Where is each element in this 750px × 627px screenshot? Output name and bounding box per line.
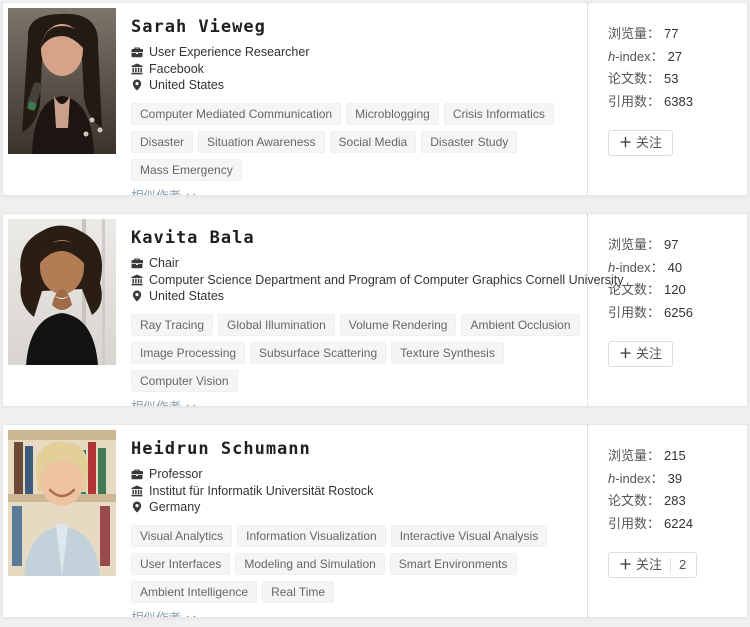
- stat-hindex: h-index： 27: [608, 48, 683, 64]
- keyword-tag[interactable]: Social Media: [329, 130, 417, 153]
- keyword-tag[interactable]: Interactive Visual Analysis: [390, 524, 548, 547]
- chevron-down-icon: [186, 192, 196, 195]
- follow-button[interactable]: ＋ 关注: [608, 341, 674, 367]
- stat-views: 浏览量： 77: [608, 26, 679, 41]
- keyword-tags: Computer Mediated Communication Microblog…: [131, 102, 596, 187]
- chevron-down-icon: [186, 403, 196, 406]
- keyword-tag[interactable]: Volume Rendering: [339, 313, 457, 336]
- portrait-kavita-bala: [8, 219, 116, 365]
- researcher-card: Sarah Vieweg User Experience Researcher …: [2, 2, 748, 196]
- similar-authors-toggle[interactable]: 相似作者: [131, 399, 196, 406]
- stat-hindex: h-index： 39: [608, 470, 683, 486]
- location-row: United States: [131, 288, 577, 305]
- researcher-info: Heidrun Schumann Professor Institut für …: [116, 425, 587, 617]
- keyword-tag[interactable]: User Interfaces: [131, 552, 231, 575]
- location-row: Germany: [131, 499, 577, 516]
- location-text: United States: [149, 78, 225, 92]
- portrait-sarah-vieweg: [8, 8, 116, 154]
- researcher-info: Kavita Bala Chair Computer Science Depar…: [116, 214, 624, 406]
- location-pin-icon: [132, 79, 142, 91]
- affiliation-row: Computer Science Department and Program …: [131, 272, 624, 289]
- keyword-tag[interactable]: Smart Environments: [389, 552, 517, 575]
- stat-citations: 引用数： 6383: [608, 93, 693, 109]
- institution-icon: [131, 274, 143, 286]
- briefcase-icon: [131, 469, 143, 480]
- researcher-photo[interactable]: [8, 430, 116, 576]
- affiliation-row: Institut für Informatik Universität Rost…: [131, 483, 577, 500]
- affiliation-row: Facebook: [131, 61, 577, 78]
- stat-papers: 论文数： 120: [608, 282, 686, 297]
- follow-button[interactable]: ＋ 关注: [608, 130, 674, 156]
- keyword-tag[interactable]: Information Visualization: [237, 524, 386, 547]
- keyword-tag[interactable]: Texture Synthesis: [391, 341, 504, 364]
- keyword-tag[interactable]: Ambient Occlusion: [461, 313, 580, 336]
- stat-citations: 引用数： 6224: [608, 515, 693, 531]
- similar-authors-toggle[interactable]: 相似作者: [131, 188, 196, 195]
- keyword-tag[interactable]: Image Processing: [131, 341, 246, 364]
- affiliation-text: Institut für Informatik Universität Rost…: [149, 483, 374, 498]
- keyword-tags: Visual Analytics Information Visualizatio…: [131, 524, 596, 609]
- keyword-tag[interactable]: Mass Emergency: [131, 158, 242, 181]
- briefcase-icon: [131, 258, 143, 269]
- researcher-name[interactable]: Heidrun Schumann: [131, 439, 311, 459]
- keyword-tag[interactable]: Ambient Intelligence: [131, 580, 258, 603]
- position-row: Chair: [131, 255, 577, 272]
- stats-panel: 浏览量： 97 h-index： 40 论文数： 120 引用数： 6256 ＋ 关注: [587, 214, 747, 406]
- researcher-photo[interactable]: [8, 8, 116, 154]
- position-text: User Experience Researcher: [149, 45, 310, 59]
- plus-icon: ＋: [619, 346, 633, 361]
- briefcase-icon: [131, 47, 143, 58]
- stats-panel: 浏览量： 215 h-index： 39 论文数： 283 引用数： 6224 ＋ 关注…: [587, 425, 747, 617]
- keyword-tag[interactable]: Subsurface Scattering: [250, 341, 387, 364]
- stat-papers: 论文数： 53: [608, 71, 679, 86]
- researcher-info: Sarah Vieweg User Experience Researcher …: [116, 3, 587, 195]
- location-text: United States: [149, 289, 225, 303]
- follow-count-divider: [670, 557, 672, 573]
- keyword-tag[interactable]: Crisis Informatics: [443, 102, 554, 125]
- plus-icon: ＋: [619, 557, 633, 572]
- keyword-tag[interactable]: Computer Vision: [131, 369, 238, 392]
- institution-icon: [131, 485, 143, 497]
- follow-button[interactable]: ＋ 关注 2: [608, 552, 698, 578]
- researcher-name[interactable]: Kavita Bala: [131, 228, 255, 248]
- keyword-tag[interactable]: Ray Tracing: [131, 313, 214, 336]
- affiliation-text: Facebook: [149, 61, 204, 76]
- keyword-tags: Ray Tracing Global Illumination Volume Ren…: [131, 313, 596, 398]
- keyword-tag[interactable]: Disaster: [131, 130, 194, 153]
- keyword-tag[interactable]: Real Time: [262, 580, 335, 603]
- location-row: United States: [131, 77, 577, 94]
- researcher-card: Kavita Bala Chair Computer Science Depar…: [2, 213, 748, 407]
- keyword-tag[interactable]: Computer Mediated Communication: [131, 102, 342, 125]
- keyword-tag[interactable]: Disaster Study: [421, 130, 518, 153]
- plus-icon: ＋: [619, 135, 633, 150]
- position-text: Chair: [149, 256, 179, 270]
- position-text: Professor: [149, 467, 203, 481]
- location-text: Germany: [149, 500, 201, 514]
- location-pin-icon: [132, 501, 142, 513]
- position-row: User Experience Researcher: [131, 44, 577, 61]
- stat-views: 浏览量： 215: [608, 448, 686, 463]
- researcher-card: Heidrun Schumann Professor Institut für …: [2, 424, 748, 618]
- stat-citations: 引用数： 6256: [608, 304, 693, 320]
- keyword-tag[interactable]: Modeling and Simulation: [235, 552, 385, 575]
- location-pin-icon: [132, 290, 142, 302]
- stats-panel: 浏览量： 77 h-index： 27 论文数： 53 引用数： 6383 ＋ 关注: [587, 3, 747, 195]
- position-row: Professor: [131, 466, 577, 483]
- follow-count: 2: [679, 557, 687, 572]
- institution-icon: [131, 63, 143, 75]
- keyword-tag[interactable]: Situation Awareness: [198, 130, 325, 153]
- chevron-down-icon: [186, 614, 196, 617]
- keyword-tag[interactable]: Visual Analytics: [131, 524, 233, 547]
- stat-hindex: h-index： 40: [608, 259, 683, 275]
- researcher-name[interactable]: Sarah Vieweg: [131, 17, 266, 37]
- stat-papers: 论文数： 283: [608, 493, 686, 508]
- affiliation-text: Computer Science Department and Program …: [149, 272, 624, 287]
- similar-authors-toggle[interactable]: 相似作者: [131, 610, 196, 617]
- stat-views: 浏览量： 97: [608, 237, 679, 252]
- keyword-tag[interactable]: Microblogging: [346, 102, 439, 125]
- portrait-heidrun-schumann: [8, 430, 116, 576]
- keyword-tag[interactable]: Global Illumination: [218, 313, 335, 336]
- researcher-photo[interactable]: [8, 219, 116, 365]
